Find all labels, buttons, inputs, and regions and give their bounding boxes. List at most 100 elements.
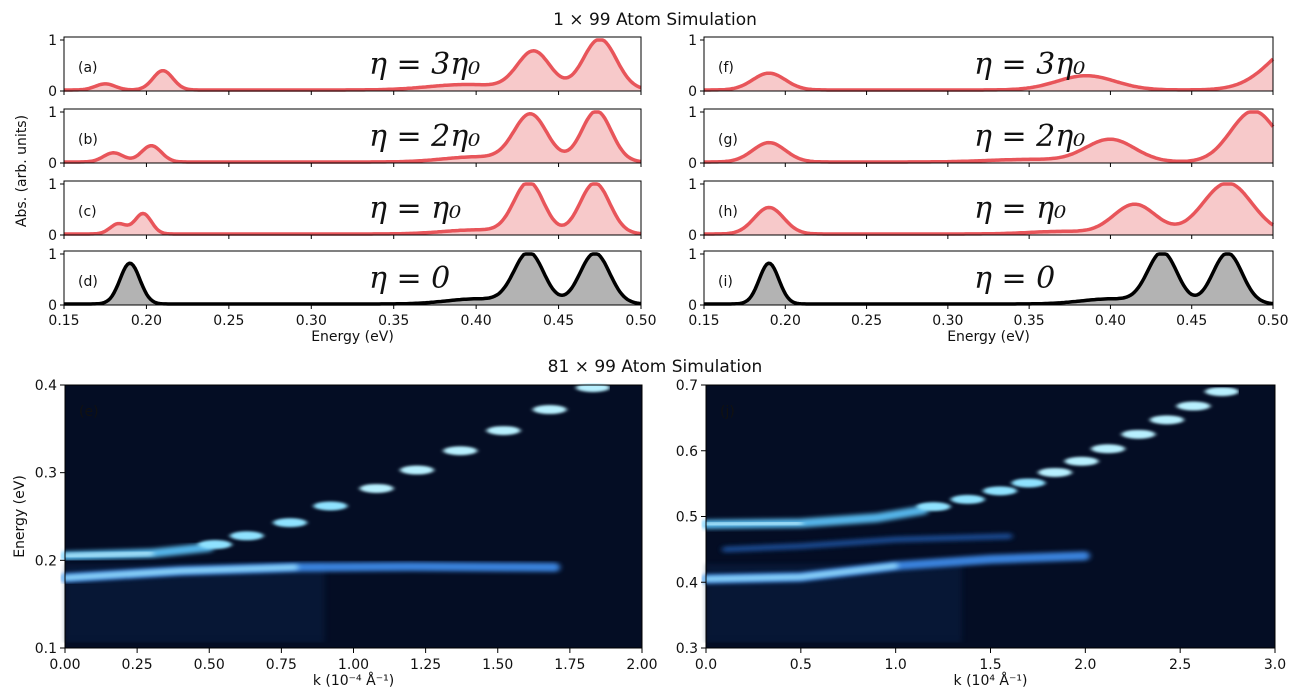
x-tick-label: 3.0: [1264, 657, 1286, 673]
dispersion-band-upper-core: [65, 553, 152, 556]
polariton-point: [983, 486, 1017, 495]
x-tick-label: 0.50: [194, 657, 225, 673]
polariton-point: [230, 531, 264, 540]
polariton-point: [533, 405, 567, 414]
spectra-group-right: 0 1 (f) η = 3η₀ 0 1 (g) η = 2η₀ 0 1 (h) η = η₀ 0 1 (i)…: [688, 33, 1289, 345]
heatmap-content: [706, 387, 1239, 643]
x-axis-label: k (10⁴ Å⁻¹): [954, 672, 1028, 689]
x-tick-label: 0.30: [296, 313, 327, 329]
polariton-point: [313, 501, 347, 510]
spectrum-panel: 0 1 (g) η = 2η₀: [688, 105, 1275, 172]
x-tick-label: 1.00: [338, 657, 369, 673]
panel-label: (i): [718, 274, 733, 290]
spectrum-panel: 0 1 (f) η = 3η₀: [688, 33, 1275, 100]
x-tick-label: 2.0: [1074, 657, 1096, 673]
y-tick-label: 0.3: [35, 466, 57, 482]
panel-frame: [63, 108, 642, 164]
x-tick-label: 0.00: [49, 657, 80, 673]
polariton-point: [360, 484, 394, 493]
panel-label: (a): [78, 60, 98, 76]
polariton-point: [917, 502, 951, 511]
spectrum-panel: 0 1 (b) η = 2η₀: [48, 105, 642, 172]
y-tick-label: 0: [688, 84, 697, 100]
panel-frame: [703, 180, 1274, 236]
y-tick-label: 1: [48, 177, 57, 193]
x-tick-label: 0.25: [851, 313, 882, 329]
y-tick-label: 0.5: [676, 510, 698, 526]
x-tick-label: 0.40: [1095, 313, 1126, 329]
polariton-point: [1091, 444, 1125, 453]
panel-label: (d): [78, 274, 98, 290]
panel-label: (j): [720, 404, 735, 420]
dispersion-band-mid: [725, 536, 1010, 549]
x-tick-label: 0.20: [131, 313, 162, 329]
spectrum-fill: [64, 184, 641, 235]
x-tick-label: 1.0: [885, 657, 907, 673]
eta-annotation: η = η₀: [369, 191, 461, 226]
y-axis-label: Abs. (arb. units): [14, 115, 30, 227]
spectrum-line: [704, 110, 1275, 164]
y-axis-label: Energy (eV): [12, 475, 28, 558]
y-tick-label: 0.1: [35, 641, 57, 657]
x-tick-label: 1.5: [979, 657, 1001, 673]
x-tick-label: 0.5: [790, 657, 812, 673]
panel-label: (f): [718, 60, 734, 76]
y-tick-label: 1: [48, 33, 57, 49]
x-tick-label: 0.50: [1257, 313, 1288, 329]
y-tick-label: 1: [48, 247, 57, 263]
spectrum-fill: [64, 40, 641, 91]
panel-frame: [703, 36, 1274, 92]
polariton-point: [1205, 387, 1239, 396]
eta-annotation: η = 0: [369, 261, 450, 296]
eta-annotation: η = 3η₀: [369, 47, 480, 82]
spectrum-line: [64, 252, 642, 306]
spectrum-panel: 0 1 (d) η = 0: [48, 247, 642, 314]
y-tick-label: 1: [48, 105, 57, 121]
eta-annotation: η = 3η₀: [974, 47, 1085, 82]
polariton-point: [1150, 415, 1184, 424]
spectra-group-left: 0 1 (a) η = 3η₀ 0 1 (b) η = 2η₀ 0 1 (c) η = η₀ 0 1 (d)…: [14, 33, 657, 345]
x-tick-label: 0.45: [1176, 313, 1207, 329]
spectrum-fill: [704, 184, 1273, 235]
x-tick-label: 1.50: [482, 657, 513, 673]
eta-annotation: η = 2η₀: [974, 119, 1085, 154]
polariton-point: [1176, 402, 1210, 411]
panel-label: (b): [78, 132, 98, 148]
polariton-point: [1011, 478, 1045, 487]
x-tick-label: 1.25: [410, 657, 441, 673]
y-tick-label: 0: [688, 298, 697, 314]
spectrum-fill: [64, 112, 641, 163]
y-tick-label: 0: [48, 228, 57, 244]
spectrum-fill: [704, 254, 1273, 305]
panel-label: (h): [718, 204, 738, 220]
y-tick-label: 1: [688, 33, 697, 49]
eta-annotation: η = 2η₀: [369, 119, 480, 154]
spectrum-line: [64, 182, 642, 236]
y-tick-label: 0.7: [676, 378, 698, 394]
dispersion-band-core: [706, 566, 896, 579]
eta-annotation: η = 0: [974, 261, 1055, 296]
polariton-point: [1121, 430, 1155, 439]
x-tick-label: 0.75: [266, 657, 297, 673]
panel-label: (g): [718, 132, 738, 148]
y-tick-label: 0.6: [676, 444, 698, 460]
panel-label: (c): [78, 204, 97, 220]
eta-annotation: η = η₀: [974, 191, 1066, 226]
spectrum-panel: 0 1 (c) η = η₀: [48, 177, 642, 244]
x-tick-label: 0.30: [932, 313, 963, 329]
spectrum-line: [704, 57, 1275, 92]
panel-frame: [703, 250, 1274, 306]
x-axis-label: Energy (eV): [947, 329, 1030, 345]
panel-frame: [703, 108, 1274, 164]
spectrum-panel: 0 1 (h) η = η₀: [688, 177, 1274, 244]
x-axis-label: Energy (eV): [311, 329, 394, 345]
y-tick-label: 1: [688, 247, 697, 263]
top-title: 1 × 99 Atom Simulation: [553, 10, 757, 30]
polariton-point: [443, 446, 477, 455]
y-tick-label: 0.3: [676, 641, 698, 657]
spectrum-panel: 0 1 (a) η = 3η₀: [48, 33, 642, 100]
polariton-point: [576, 383, 610, 392]
x-tick-label: 0.40: [461, 313, 492, 329]
spectrum-line: [704, 252, 1274, 306]
